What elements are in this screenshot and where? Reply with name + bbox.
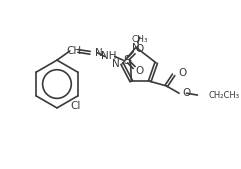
Text: NH: NH bbox=[101, 52, 116, 62]
Text: O: O bbox=[183, 88, 191, 98]
Text: O: O bbox=[135, 44, 144, 54]
Text: CH: CH bbox=[66, 46, 81, 56]
Text: N: N bbox=[132, 43, 140, 53]
Text: N: N bbox=[95, 48, 102, 58]
Text: N: N bbox=[112, 59, 120, 69]
Text: CH₃: CH₃ bbox=[131, 35, 148, 44]
Text: S: S bbox=[123, 54, 130, 67]
Text: Cl: Cl bbox=[71, 101, 81, 111]
Text: O: O bbox=[135, 66, 144, 76]
Text: O: O bbox=[178, 68, 187, 78]
Text: CH₂CH₃: CH₂CH₃ bbox=[208, 91, 240, 100]
